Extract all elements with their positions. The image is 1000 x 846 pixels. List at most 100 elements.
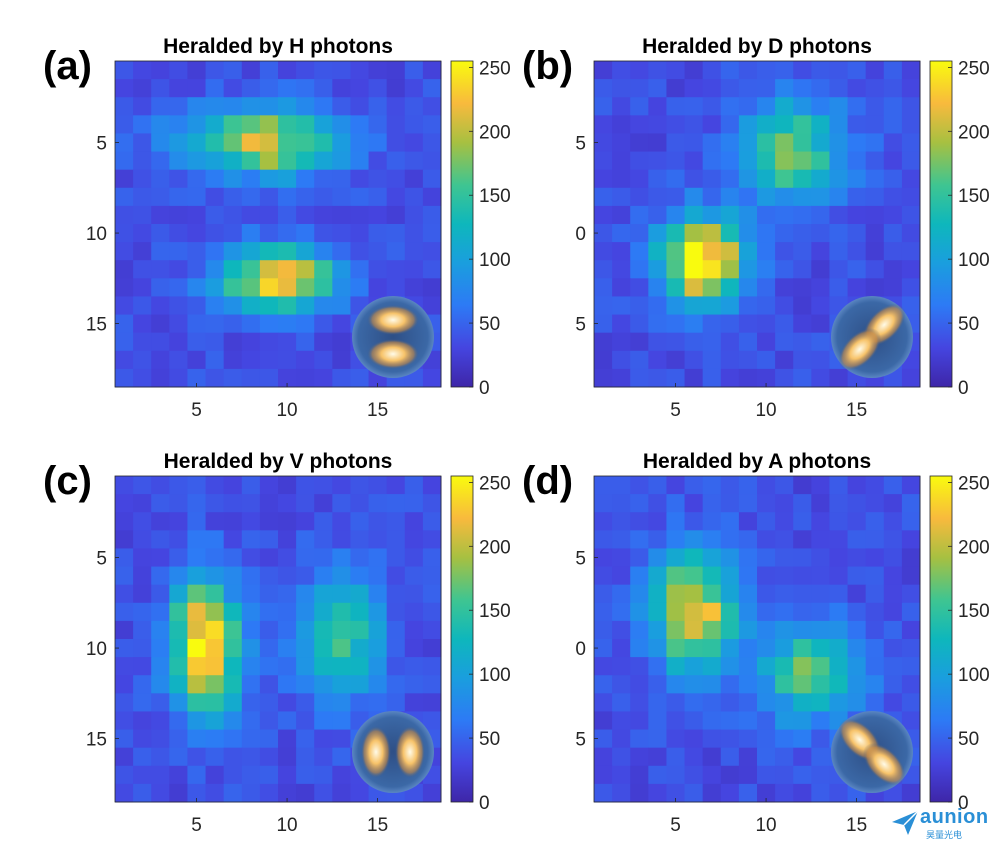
heatmap-cell [241,747,261,767]
heatmap-cell [133,657,152,676]
heatmap-cell [278,584,297,604]
heatmap-cell [648,151,667,171]
heatmap-cell [187,675,207,694]
heatmap-cell [314,314,333,334]
heatmap-cell [720,639,740,658]
heatmap-cell [702,314,722,334]
heatmap-cell [775,602,794,622]
heatmap-cell [811,350,830,370]
heatmap-cell [205,657,225,676]
heatmap-cell [187,332,207,352]
heatmap-cell [775,620,794,640]
heatmap-cell [259,657,279,676]
heatmap-cell [169,314,188,334]
heatmap-cell [612,711,631,731]
heatmap-cell [187,620,207,640]
heatmap-cell [901,620,921,640]
heatmap-cell [259,242,279,261]
heatmap-cell [223,548,243,568]
heatmap-cell [648,512,667,531]
heatmap-cell [702,620,722,640]
heatmap-cell [115,548,134,568]
heatmap-cell [702,512,722,531]
heatmap-cell [422,675,442,694]
heatmap-cell [241,548,261,568]
heatmap-cell [901,494,921,513]
heatmap-cell [386,187,406,207]
heatmap-cell [386,530,406,549]
heatmap-cell [296,657,315,676]
heatmap-cell [738,584,758,604]
colorbar-tick-label: 250 [479,473,511,494]
heatmap-cell [793,278,812,297]
heatmap-cell [368,548,388,568]
heatmap-cell [612,115,631,134]
heatmap-cell [187,657,207,676]
y-tick-label: 0 [575,224,586,245]
heatmap-cell [594,765,613,785]
heatmap-cell [901,512,921,531]
heatmap-cell [775,729,794,749]
heatmap-cell [241,314,261,334]
heatmap-cell [829,97,849,116]
panel-title: Heralded by H photons [163,35,393,58]
heatmap-cell [684,368,704,388]
heatmap-cell [133,494,152,513]
heatmap-cell [169,693,188,712]
heatmap-cell [422,368,442,388]
colorbar-tick-label: 100 [479,250,511,271]
heatmap-cell [386,260,406,279]
y-tick-label: 10 [86,224,107,245]
heatmap-cell [648,187,667,207]
heatmap-cell [829,79,849,98]
heatmap-cell [386,224,406,243]
heatmap-cell [368,97,388,116]
heatmap-cell [133,693,152,712]
heatmap-cell [151,747,170,767]
heatmap-cell [720,783,740,803]
heatmap-cell [205,368,225,388]
heatmap-cell [684,97,704,116]
heatmap-cell [151,79,170,98]
heatmap-cell [630,115,649,134]
heatmap-cell [630,187,649,207]
heatmap-cell [648,205,667,225]
heatmap-cell [684,296,704,316]
heatmap-cell [702,729,722,749]
heatmap-cell [630,494,649,513]
heatmap-cell [278,205,297,225]
heatmap-cell [775,368,794,388]
heatmap-cell [865,530,885,549]
heatmap-cell [630,476,649,495]
heatmap-cell [865,566,885,586]
heatmap-cell [133,530,152,549]
heatmap-cell [151,242,170,261]
heatmap-cell [314,675,333,694]
heatmap-cell [702,675,722,694]
mode-lobe [367,339,419,369]
heatmap-cell [829,169,849,189]
heatmap-cell [612,314,631,334]
heatmap-cell [278,169,297,189]
heatmap-cell [720,296,740,316]
heatmap-cell [630,530,649,549]
heatmap-cell [133,512,152,531]
heatmap-cell [594,224,613,243]
heatmap-cell [259,368,279,388]
colorbar [450,475,474,803]
heatmap-cell [738,693,758,712]
heatmap-cell [775,711,794,731]
heatmap-cell [829,260,849,279]
heatmap-cell [793,675,812,694]
heatmap-cell [883,187,903,207]
heatmap-cell [720,187,740,207]
heatmap-cell [883,79,903,98]
mode-inset [352,296,434,378]
heatmap-cell [115,296,134,316]
heatmap-cell [757,350,776,370]
panel-label: (d) [522,459,573,503]
heatmap-cell [648,783,667,803]
colorbar-tick-label: 0 [479,793,490,814]
colorbar-tick-label: 50 [958,729,979,750]
y-tick-label: 15 [86,315,107,336]
